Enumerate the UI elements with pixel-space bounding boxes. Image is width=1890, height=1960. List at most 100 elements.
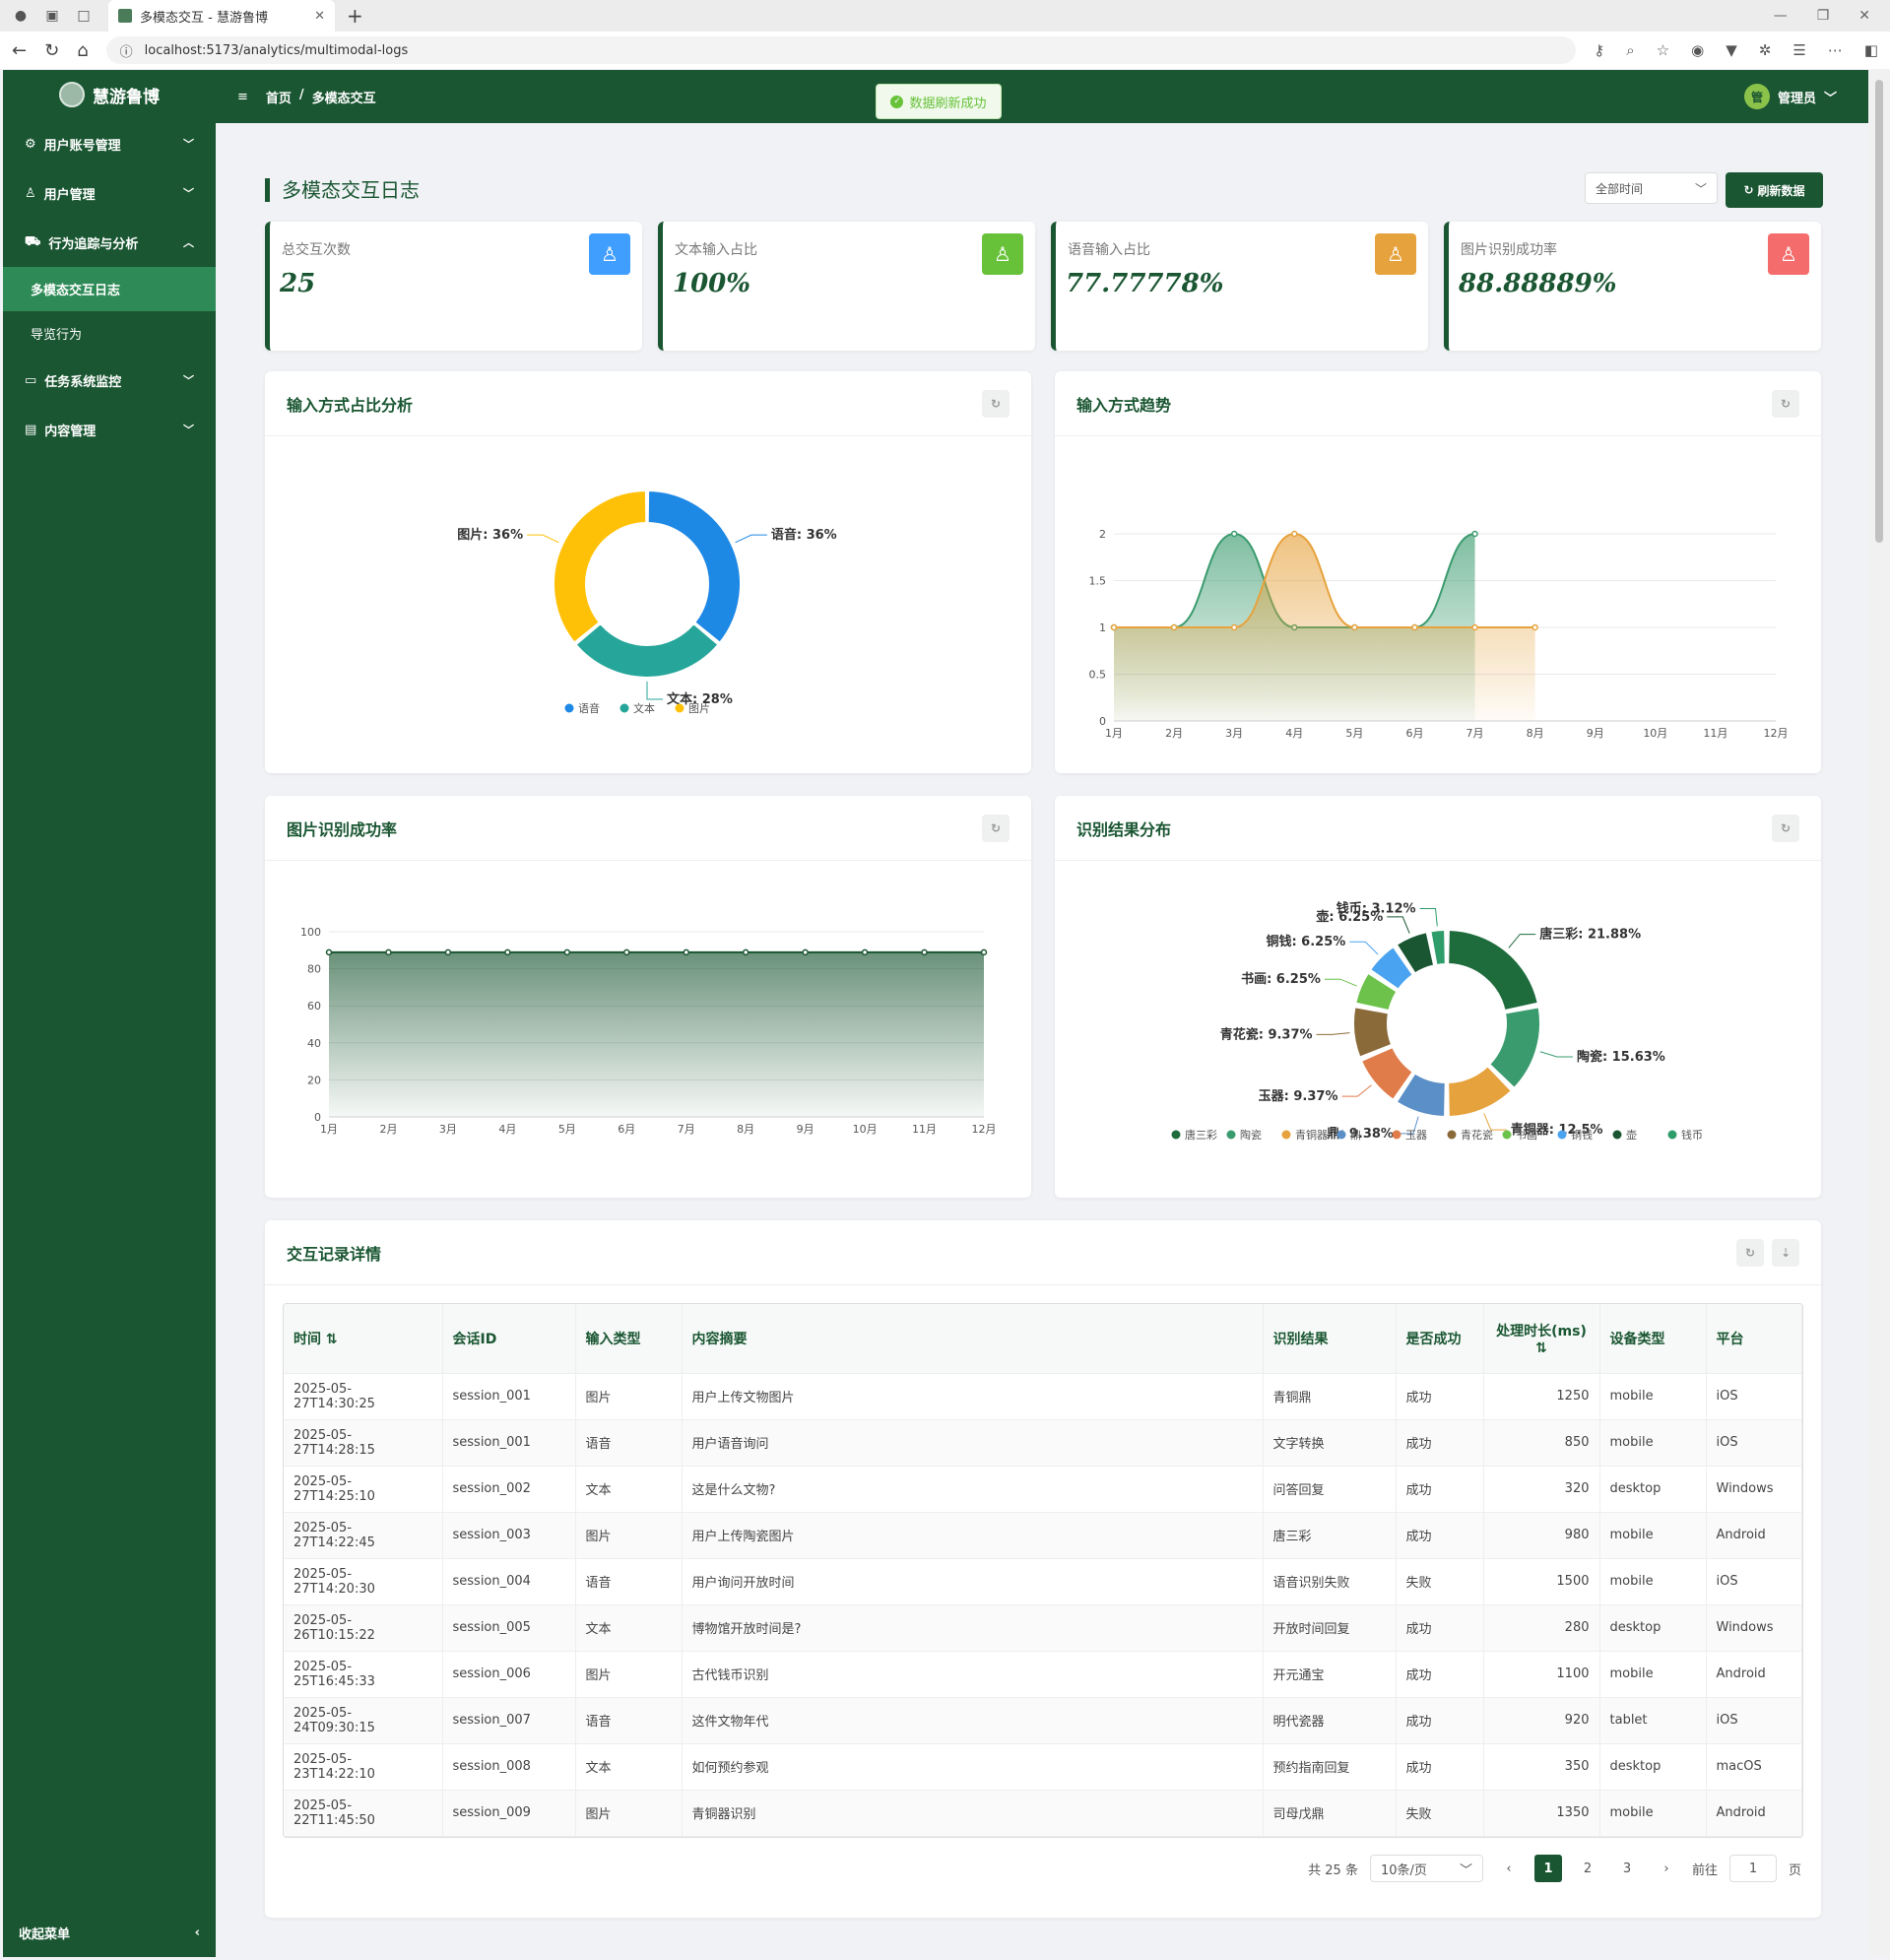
favorites-icon[interactable]: ☰ <box>1792 41 1806 59</box>
refresh-icon[interactable]: ↻ <box>982 389 1010 418</box>
close-tab-icon[interactable]: ✕ <box>314 8 325 24</box>
refresh-icon[interactable]: ↻ <box>1772 814 1799 842</box>
slice-label: 图片: 36% <box>457 527 523 543</box>
tab-actions-icon[interactable]: □ <box>77 8 91 24</box>
zoom-icon[interactable]: ⌕ <box>1626 41 1635 59</box>
legend-marker <box>1226 1130 1236 1140</box>
menu-content[interactable]: ▤ 内容管理 ﹀ <box>3 405 216 454</box>
scrollbar-thumb[interactable] <box>1875 80 1883 543</box>
slice-label: 壶: 6.25% <box>1316 909 1383 925</box>
data-point <box>802 948 809 956</box>
menu-task[interactable]: ▭ 任务系统监控 ﹀ <box>3 356 216 405</box>
table-cell: 失败 <box>1396 1790 1484 1837</box>
table-row[interactable]: 2025-05-22T11:45:50 session_009 图片 青铜器识别 司母戊… <box>284 1790 1802 1837</box>
collapse-menu-button[interactable]: 收起菜单 ‹ <box>3 1908 216 1957</box>
user-menu[interactable]: 管 管理员 ﹀ <box>1743 84 1837 109</box>
records-table: 时间 ⇅ 会话ID 输入类型 内容摘要 识别结果 是否成功 处理时长(ms) ⇅ … <box>284 1304 1802 1837</box>
menu-label: 任务系统监控 <box>44 374 122 390</box>
table-row[interactable]: 2025-05-27T14:22:45 session_003 图片 用户上传陶瓷图片… <box>284 1512 1802 1559</box>
x-tick-label: 6月 <box>1405 727 1423 740</box>
time-range-select[interactable]: 全部时间 ﹀ <box>1585 172 1718 204</box>
table-row[interactable]: 2025-05-27T14:25:10 session_002 文本 这是什么文物? 问… <box>284 1466 1802 1513</box>
more-icon[interactable]: ⋯ <box>1827 41 1843 59</box>
vue-extension-icon[interactable]: ▼ <box>1726 41 1737 59</box>
crumb-home[interactable]: 首页 <box>265 91 292 106</box>
refresh-icon[interactable]: ↻ <box>982 814 1010 842</box>
profile-icon[interactable]: ● <box>14 8 28 24</box>
collections-icon[interactable]: ▣ <box>45 8 59 24</box>
extensions-icon[interactable]: ✲ <box>1758 41 1772 59</box>
data-point <box>742 948 749 956</box>
legend-marker <box>1502 1130 1512 1140</box>
table-row[interactable]: 2025-05-25T16:45:33 session_006 图片 古代钱币识别 开元… <box>284 1651 1802 1698</box>
submenu-multimodal[interactable]: 多模态交互日志 <box>3 267 216 311</box>
col-type: 输入类型 <box>575 1304 683 1374</box>
legend-label: 陶瓷 <box>1240 1128 1262 1142</box>
new-tab-icon[interactable]: + <box>347 4 363 28</box>
close-window-icon[interactable]: ✕ <box>1858 8 1870 24</box>
y-tick-label: 80 <box>307 963 321 976</box>
submenu-guide[interactable]: 导览行为 <box>31 328 83 343</box>
download-icon[interactable]: ⇣ <box>1772 1238 1799 1267</box>
url-field[interactable]: ⓘ localhost:5173/analytics/multimodal-lo… <box>105 36 1577 64</box>
table-cell: 2025-05-26T10:15:22 <box>284 1604 443 1652</box>
refresh-data-button[interactable]: ↻ 刷新数据 <box>1726 172 1823 208</box>
cookie-extension-icon[interactable]: ◉ <box>1691 41 1705 59</box>
chevron-up-icon: ︿ <box>183 236 194 249</box>
page-jump-input[interactable]: 1 <box>1728 1855 1777 1882</box>
browser-toolbar: ⚷ ⌕ ☆ ◉ ▼ ✲ ☰ ⋯ ◧ <box>1594 41 1878 59</box>
back-icon[interactable]: ← <box>12 39 28 61</box>
data-point <box>325 948 333 956</box>
page-title: 多模态交互日志 <box>265 178 420 202</box>
hamburger-icon[interactable]: ≡ <box>237 89 248 104</box>
y-tick-label: 1.5 <box>1089 575 1107 588</box>
x-tick-label: 1月 <box>320 1123 338 1136</box>
restore-icon[interactable]: ❐ <box>1816 8 1830 24</box>
table-cell: 280 <box>1483 1604 1600 1652</box>
table-cell: Android <box>1706 1651 1802 1698</box>
table-row[interactable]: 2025-05-27T14:20:30 session_004 语音 用户询问开放时间… <box>284 1558 1802 1605</box>
col-duration[interactable]: 处理时长(ms) ⇅ <box>1483 1304 1600 1374</box>
page-3[interactable]: 3 <box>1622 1861 1632 1876</box>
prev-page-icon[interactable]: ‹ <box>1506 1861 1512 1876</box>
y-tick-label: 0 <box>314 1111 321 1124</box>
legend-label: 铜钱 <box>1571 1128 1593 1142</box>
table-row[interactable]: 2025-05-23T14:22:10 session_008 文本 如何预约参观 预约… <box>284 1743 1802 1791</box>
menu-account[interactable]: ⚙ 用户账号管理 ﹀ <box>3 119 216 168</box>
page-2[interactable]: 2 <box>1583 1861 1593 1876</box>
crumb-current: 多模态交互 <box>311 91 376 106</box>
app-logo[interactable]: 慧游鲁博 <box>3 70 216 119</box>
next-page-icon[interactable]: › <box>1663 1861 1669 1876</box>
home-icon[interactable]: ⌂ <box>77 39 89 61</box>
table-cell: mobile <box>1599 1790 1707 1837</box>
table-cell: Android <box>1706 1512 1802 1559</box>
col-time[interactable]: 时间 ⇅ <box>284 1304 443 1374</box>
slice-label: 铜钱: 6.25% <box>1265 934 1345 949</box>
page-size-select[interactable]: 10条/页 ﹀ <box>1369 1855 1483 1882</box>
table-cell: 文本 <box>575 1604 683 1652</box>
refresh-icon[interactable]: ↻ <box>1736 1238 1764 1267</box>
refresh-icon[interactable]: ↻ <box>1772 389 1799 418</box>
menu-users[interactable]: ♙ 用户管理 ﹀ <box>3 168 216 218</box>
table-cell: 成功 <box>1396 1651 1484 1698</box>
reload-icon[interactable]: ↻ <box>44 39 60 61</box>
sort-icon[interactable]: ⇅ <box>1535 1339 1547 1356</box>
table-row[interactable]: 2025-05-27T14:28:15 session_001 语音 用户语音询问 文字… <box>284 1419 1802 1467</box>
minimize-icon[interactable]: — <box>1773 8 1788 24</box>
chevron-down-icon: ﹀ <box>1459 1862 1472 1878</box>
browser-tab[interactable]: 多模态交互 - 慧游鲁博 ✕ <box>108 0 335 32</box>
key-icon[interactable]: ⚷ <box>1594 41 1605 59</box>
chevron-down-icon: ﹀ <box>1823 91 1837 106</box>
table-row[interactable]: 2025-05-27T14:30:25 session_001 图片 用户上传文物图片… <box>284 1373 1802 1420</box>
star-icon[interactable]: ☆ <box>1656 41 1670 59</box>
table-row[interactable]: 2025-05-26T10:15:22 session_005 文本 博物馆开放时间是… <box>284 1604 1802 1652</box>
page-scrollbar[interactable] <box>1868 70 1890 1957</box>
sort-icon[interactable]: ⇅ <box>325 1331 338 1347</box>
user-icon: ♙ <box>589 233 630 275</box>
url-text: localhost:5173/analytics/multimodal-logs <box>144 42 409 58</box>
info-icon[interactable]: ⓘ <box>119 44 133 60</box>
table-row[interactable]: 2025-05-24T09:30:15 session_007 语音 这件文物年代 明代… <box>284 1697 1802 1744</box>
menu-behavior[interactable]: ⛟ 行为追踪与分析 ︿ <box>3 218 216 267</box>
page-1[interactable]: 1 <box>1533 1855 1562 1882</box>
sidebar-toggle-icon[interactable]: ◧ <box>1863 41 1878 59</box>
